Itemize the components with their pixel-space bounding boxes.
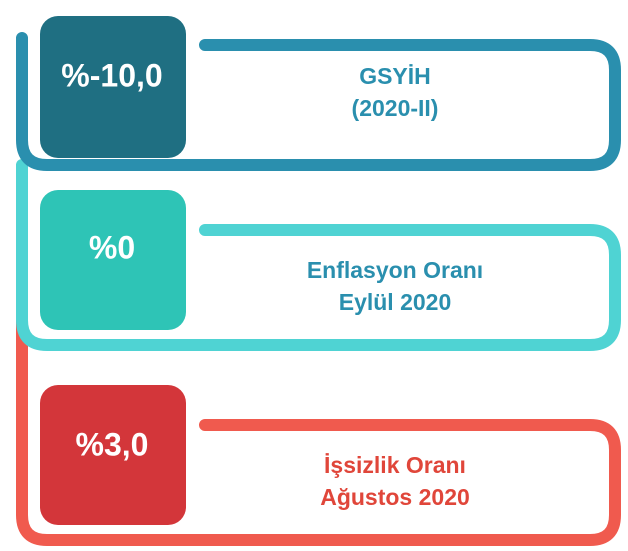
value: %0 [89,229,135,265]
badge [40,16,186,158]
frame-red [16,309,621,546]
frame-teal [16,159,621,351]
label: GSYİH [359,63,431,89]
frame-blue [16,32,621,171]
badge [40,385,186,525]
label: (2020-II) [352,95,439,121]
label: Ağustos 2020 [320,484,470,510]
badge [40,190,186,330]
label: İşsizlik Oranı [324,452,466,478]
label: Enflasyon Oranı [307,257,483,283]
value: %-10,0 [61,57,162,93]
label: Eylül 2020 [339,289,452,315]
value: %3,0 [76,426,149,462]
